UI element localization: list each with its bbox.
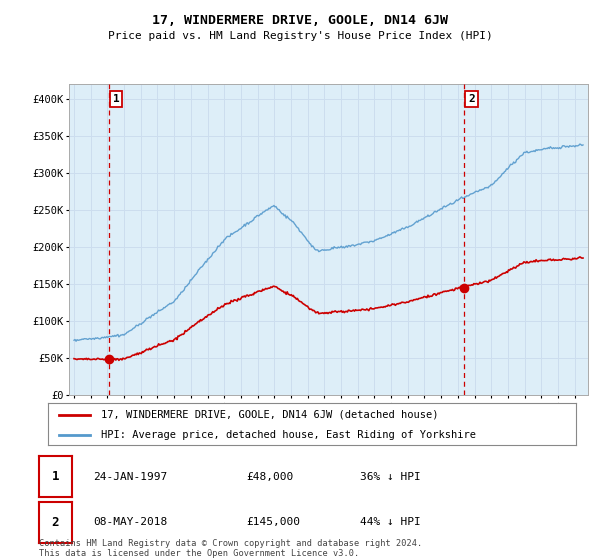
Text: 2: 2 <box>52 516 59 529</box>
Text: 17, WINDERMERE DRIVE, GOOLE, DN14 6JW: 17, WINDERMERE DRIVE, GOOLE, DN14 6JW <box>152 14 448 27</box>
Text: 08-MAY-2018: 08-MAY-2018 <box>93 517 167 528</box>
Text: £48,000: £48,000 <box>246 472 293 482</box>
Text: Contains HM Land Registry data © Crown copyright and database right 2024.
This d: Contains HM Land Registry data © Crown c… <box>39 539 422 558</box>
Text: Price paid vs. HM Land Registry's House Price Index (HPI): Price paid vs. HM Land Registry's House … <box>107 31 493 41</box>
Text: 1: 1 <box>52 470 59 483</box>
Text: £145,000: £145,000 <box>246 517 300 528</box>
Text: 44% ↓ HPI: 44% ↓ HPI <box>360 517 421 528</box>
Text: 36% ↓ HPI: 36% ↓ HPI <box>360 472 421 482</box>
Text: 24-JAN-1997: 24-JAN-1997 <box>93 472 167 482</box>
Text: 2: 2 <box>468 94 475 104</box>
Text: 17, WINDERMERE DRIVE, GOOLE, DN14 6JW (detached house): 17, WINDERMERE DRIVE, GOOLE, DN14 6JW (d… <box>101 410 438 420</box>
Text: 1: 1 <box>113 94 119 104</box>
Text: HPI: Average price, detached house, East Riding of Yorkshire: HPI: Average price, detached house, East… <box>101 430 476 440</box>
